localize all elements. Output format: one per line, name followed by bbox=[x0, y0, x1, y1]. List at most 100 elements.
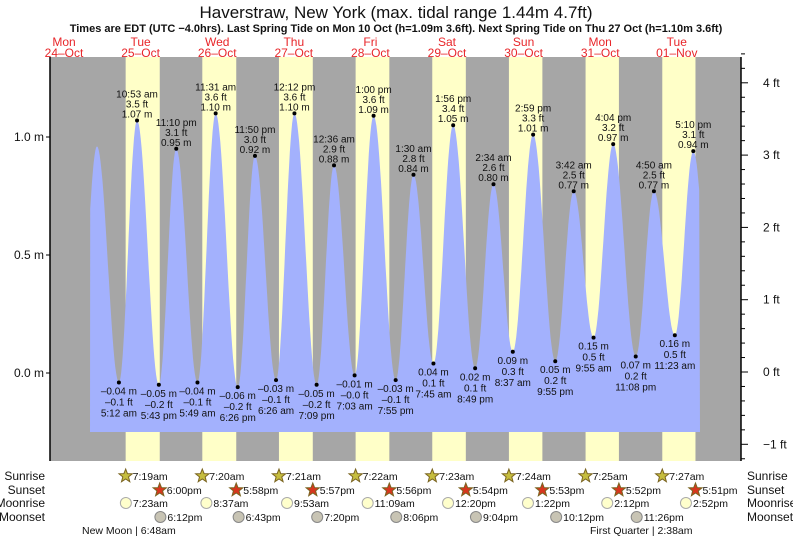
low-tide-label: –0.05 m bbox=[141, 389, 177, 400]
low-tide-label: 7:55 pm bbox=[378, 406, 414, 417]
high-tide-point bbox=[451, 123, 456, 128]
low-tide-label: –0.03 m bbox=[378, 384, 414, 395]
high-tide-label: 1.01 m bbox=[518, 124, 549, 135]
moonrise-row-label: Moonrise bbox=[0, 496, 45, 510]
low-tide-label: –0.1 ft bbox=[382, 395, 410, 406]
day-label-dow: Tue bbox=[667, 35, 688, 49]
high-tide-label: 2:34 am bbox=[475, 153, 511, 164]
high-tide-point bbox=[371, 113, 376, 118]
sunset-time: 5:51pm bbox=[702, 485, 737, 497]
low-tide-point bbox=[235, 385, 240, 390]
left-tick-label: 0.0 m bbox=[14, 366, 44, 380]
high-tide-label: 1.07 m bbox=[122, 109, 153, 120]
high-tide-label: 12:12 pm bbox=[274, 82, 316, 93]
moonset-icon bbox=[469, 511, 482, 523]
day-label-date: 28–Oct bbox=[351, 46, 390, 60]
sunset-time: 5:54pm bbox=[473, 485, 508, 497]
sunrise-time: 7:27am bbox=[669, 471, 704, 483]
right-tick-label: −1 ft bbox=[763, 437, 787, 451]
sunset-icon bbox=[304, 481, 321, 497]
sunrise-time: 7:25am bbox=[593, 471, 628, 483]
high-tide-label: 2.9 ft bbox=[323, 144, 345, 155]
low-tide-label: 0.3 ft bbox=[502, 367, 524, 378]
sunrise-icon bbox=[347, 467, 364, 483]
right-tick-label: 3 ft bbox=[763, 148, 780, 162]
high-tide-label: 1.05 m bbox=[438, 114, 469, 125]
moonrise-time: 9:53am bbox=[294, 498, 329, 510]
high-tide-label: 0.94 m bbox=[678, 140, 709, 151]
moonset-row-label: Moonset bbox=[0, 510, 46, 524]
sunrise-row-label-right: Sunrise bbox=[747, 469, 788, 483]
low-tide-point bbox=[510, 349, 515, 354]
right-tick-label: 4 ft bbox=[763, 76, 780, 90]
almanac-rows: Sunrise Sunrise 7:19am 7:20am 7:21am 7:22am 7:… bbox=[0, 467, 793, 524]
sunrise-icon bbox=[194, 467, 211, 483]
high-tide-label: 0.97 m bbox=[598, 133, 629, 144]
day-label-date: 29–Oct bbox=[428, 46, 467, 60]
sunrise-icon bbox=[500, 467, 517, 483]
axes: 1.0 m 0.5 m 0.0 m 4 ft 3 ft 2 ft 1 ft 0 ft −1 ft bbox=[14, 53, 787, 461]
moonrise-time: 1:22pm bbox=[535, 498, 570, 510]
low-tide-point bbox=[352, 373, 357, 378]
high-tide-point bbox=[292, 111, 297, 116]
high-tide-point bbox=[531, 132, 536, 137]
high-tide-label: 3.5 ft bbox=[126, 99, 148, 110]
low-tide-label: 7:03 am bbox=[337, 401, 373, 412]
high-tide-point bbox=[213, 111, 218, 116]
low-tide-label: –0.1 ft bbox=[105, 397, 133, 408]
moonrise-icon bbox=[361, 497, 374, 509]
low-tide-label: –0.2 ft bbox=[145, 400, 173, 411]
moonrise-row-label-right: Moonrise bbox=[747, 496, 793, 510]
high-tide-label: 1.10 m bbox=[279, 102, 310, 113]
sunset-row-label-right: Sunset bbox=[747, 483, 785, 497]
low-tide-label: 8:49 pm bbox=[457, 394, 493, 405]
moonset-time: 11:26pm bbox=[644, 512, 684, 524]
chart-title: Haverstraw, New York (max. tidal range 1… bbox=[199, 3, 592, 22]
low-tide-label: 7:45 am bbox=[415, 390, 451, 401]
low-tide-point bbox=[431, 361, 436, 366]
high-tide-label: 3.1 ft bbox=[682, 130, 704, 141]
moonrise-time: 12:20pm bbox=[455, 498, 496, 510]
high-tide-label: 11:50 pm bbox=[234, 125, 275, 136]
low-tide-label: 0.5 ft bbox=[664, 350, 686, 361]
sunrise-time: 7:24am bbox=[516, 471, 551, 483]
sunset-time: 5:53pm bbox=[549, 485, 584, 497]
moon-phase-new-moon: New Moon | 6:48am bbox=[82, 525, 176, 537]
high-tide-point bbox=[491, 182, 496, 187]
low-tide-label: 6:26 pm bbox=[220, 413, 256, 424]
sunset-time: 5:56pm bbox=[396, 485, 431, 497]
tide-area bbox=[90, 113, 700, 433]
low-tide-label: –0.2 ft bbox=[303, 400, 331, 411]
low-tide-label: –0.0 ft bbox=[341, 390, 369, 401]
day-label-date: 26–Oct bbox=[198, 46, 237, 60]
low-tide-label: 8:37 am bbox=[495, 378, 531, 389]
sunset-icon bbox=[687, 481, 704, 497]
high-tide-label: 12:36 am bbox=[313, 134, 355, 145]
sunrise-time: 7:19am bbox=[133, 471, 168, 483]
high-tide-label: 1.10 m bbox=[200, 102, 231, 113]
day-label-date: 27–Oct bbox=[274, 46, 313, 60]
sunset-icon bbox=[228, 481, 245, 497]
high-tide-label: 3.1 ft bbox=[165, 128, 187, 139]
low-tide-label: –0.05 m bbox=[299, 389, 335, 400]
low-tide-label: –0.04 m bbox=[179, 386, 215, 397]
high-tide-label: 2.5 ft bbox=[563, 170, 585, 181]
high-tide-point bbox=[611, 142, 616, 147]
low-tide-label: 0.2 ft bbox=[625, 371, 647, 382]
low-tide-label: 0.05 m bbox=[540, 365, 571, 376]
high-tide-label: 0.77 m bbox=[558, 180, 589, 191]
sunrise-time: 7:22am bbox=[363, 471, 398, 483]
moonset-time: 10:12pm bbox=[563, 512, 604, 524]
low-tide-label: –0.01 m bbox=[337, 379, 373, 390]
moonset-icon bbox=[390, 511, 403, 523]
high-tide-label: 3.6 ft bbox=[362, 95, 384, 106]
day-label-date: 25–Oct bbox=[121, 46, 160, 60]
high-tide-label: 0.88 m bbox=[319, 154, 350, 165]
low-tide-label: 0.07 m bbox=[620, 360, 651, 371]
low-tide-label: 5:12 am bbox=[101, 408, 137, 419]
moonrise-time: 7:23am bbox=[133, 498, 168, 510]
high-tide-label: 5:10 pm bbox=[675, 120, 711, 131]
high-tide-label: 3.6 ft bbox=[283, 92, 305, 103]
low-tide-label: –0.04 m bbox=[101, 386, 137, 397]
